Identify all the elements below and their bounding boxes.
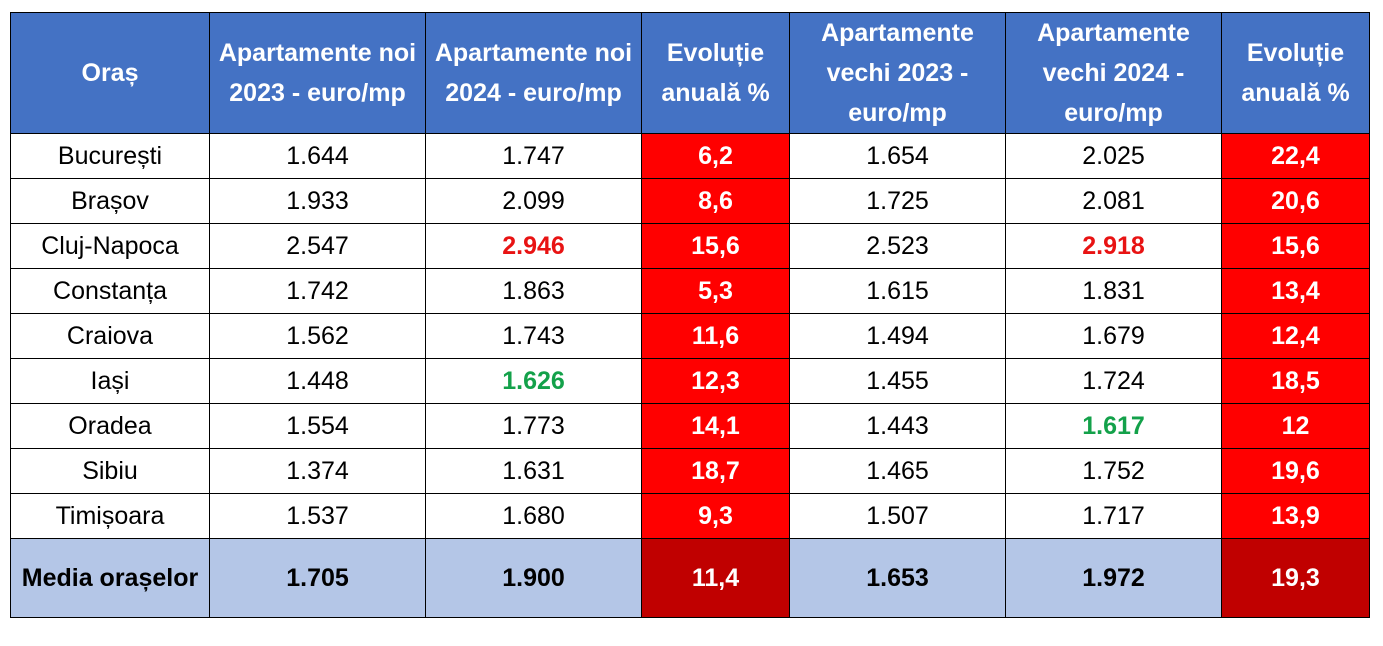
- table-header-row: Oraș Apartamente noi 2023 - euro/mp Apar…: [10, 12, 1370, 134]
- new-2023-cell: 1.742: [209, 268, 426, 314]
- old-2023-cell: 1.494: [789, 313, 1006, 359]
- old-evolution-cell: 20,6: [1221, 178, 1370, 224]
- old-evolution-cell: 12,4: [1221, 313, 1370, 359]
- table-row: Oradea 1.554 1.773 14,1 1.443 1.617 12: [10, 403, 1370, 449]
- old-2024-cell: 1.831: [1005, 268, 1222, 314]
- new-2023-cell: 1.374: [209, 448, 426, 494]
- old-2024-cell: 1.679: [1005, 313, 1222, 359]
- new-2023-cell: 1.554: [209, 403, 426, 449]
- header-old-2024: Apartamente vechi 2024 - euro/mp: [1005, 12, 1222, 134]
- table-row: Iași 1.448 1.626 12,3 1.455 1.724 18,5: [10, 358, 1370, 404]
- old-2023-cell: 1.455: [789, 358, 1006, 404]
- old-2023-cell: 2.523: [789, 223, 1006, 269]
- table-row: Sibiu 1.374 1.631 18,7 1.465 1.752 19,6: [10, 448, 1370, 494]
- old-evolution-cell: 18,5: [1221, 358, 1370, 404]
- city-cell: Timișoara: [10, 493, 210, 539]
- average-new-2023: 1.705: [209, 538, 426, 618]
- old-evolution-cell: 13,9: [1221, 493, 1370, 539]
- header-new-2024: Apartamente noi 2024 - euro/mp: [425, 12, 642, 134]
- city-cell: Oradea: [10, 403, 210, 449]
- new-2023-cell: 1.933: [209, 178, 426, 224]
- price-comparison-table: Oraș Apartamente noi 2023 - euro/mp Apar…: [10, 12, 1370, 618]
- header-new-2023: Apartamente noi 2023 - euro/mp: [209, 12, 426, 134]
- table-row: Craiova 1.562 1.743 11,6 1.494 1.679 12,…: [10, 313, 1370, 359]
- new-evolution-cell: 14,1: [641, 403, 790, 449]
- city-cell: Craiova: [10, 313, 210, 359]
- city-cell: Cluj-Napoca: [10, 223, 210, 269]
- new-evolution-cell: 9,3: [641, 493, 790, 539]
- new-2024-cell: 1.773: [425, 403, 642, 449]
- new-2024-cell: 1.747: [425, 133, 642, 179]
- new-2024-cell: 2.099: [425, 178, 642, 224]
- new-2023-cell: 1.644: [209, 133, 426, 179]
- old-2024-cell: 2.025: [1005, 133, 1222, 179]
- average-old-2023: 1.653: [789, 538, 1006, 618]
- old-evolution-cell: 13,4: [1221, 268, 1370, 314]
- new-2024-highest-cell: 2.946: [425, 223, 642, 269]
- new-2024-lowest-cell: 1.626: [425, 358, 642, 404]
- new-2023-cell: 1.448: [209, 358, 426, 404]
- city-cell: Brașov: [10, 178, 210, 224]
- old-evolution-cell: 12: [1221, 403, 1370, 449]
- average-old-evolution: 19,3: [1221, 538, 1370, 618]
- new-2024-cell: 1.680: [425, 493, 642, 539]
- table-row: Brașov 1.933 2.099 8,6 1.725 2.081 20,6: [10, 178, 1370, 224]
- old-2023-cell: 1.507: [789, 493, 1006, 539]
- old-2024-cell: 1.752: [1005, 448, 1222, 494]
- new-2024-cell: 1.631: [425, 448, 642, 494]
- new-evolution-cell: 12,3: [641, 358, 790, 404]
- table-row: Timișoara 1.537 1.680 9,3 1.507 1.717 13…: [10, 493, 1370, 539]
- header-old-evolution: Evoluție anuală %: [1221, 12, 1370, 134]
- header-old-2023: Apartamente vechi 2023 - euro/mp: [789, 12, 1006, 134]
- old-evolution-cell: 22,4: [1221, 133, 1370, 179]
- new-2023-cell: 1.537: [209, 493, 426, 539]
- city-cell: Iași: [10, 358, 210, 404]
- city-cell: Sibiu: [10, 448, 210, 494]
- table-row: București 1.644 1.747 6,2 1.654 2.025 22…: [10, 133, 1370, 179]
- old-2023-cell: 1.465: [789, 448, 1006, 494]
- old-2024-lowest-cell: 1.617: [1005, 403, 1222, 449]
- new-2023-cell: 2.547: [209, 223, 426, 269]
- old-2023-cell: 1.615: [789, 268, 1006, 314]
- city-cell: București: [10, 133, 210, 179]
- average-row: Media orașelor 1.705 1.900 11,4 1.653 1.…: [10, 538, 1370, 618]
- old-evolution-cell: 15,6: [1221, 223, 1370, 269]
- old-2023-cell: 1.725: [789, 178, 1006, 224]
- old-2024-cell: 2.081: [1005, 178, 1222, 224]
- new-evolution-cell: 11,6: [641, 313, 790, 359]
- header-new-evolution: Evoluție anuală %: [641, 12, 790, 134]
- average-new-2024: 1.900: [425, 538, 642, 618]
- new-2023-cell: 1.562: [209, 313, 426, 359]
- new-evolution-cell: 5,3: [641, 268, 790, 314]
- table-row: Constanța 1.742 1.863 5,3 1.615 1.831 13…: [10, 268, 1370, 314]
- new-evolution-cell: 15,6: [641, 223, 790, 269]
- old-2023-cell: 1.443: [789, 403, 1006, 449]
- new-evolution-cell: 6,2: [641, 133, 790, 179]
- new-2024-cell: 1.743: [425, 313, 642, 359]
- old-2024-highest-cell: 2.918: [1005, 223, 1222, 269]
- average-old-2024: 1.972: [1005, 538, 1222, 618]
- header-city: Oraș: [10, 12, 210, 134]
- new-2024-cell: 1.863: [425, 268, 642, 314]
- old-2024-cell: 1.717: [1005, 493, 1222, 539]
- old-evolution-cell: 19,6: [1221, 448, 1370, 494]
- average-new-evolution: 11,4: [641, 538, 790, 618]
- new-evolution-cell: 8,6: [641, 178, 790, 224]
- old-2024-cell: 1.724: [1005, 358, 1222, 404]
- table-row: Cluj-Napoca 2.547 2.946 15,6 2.523 2.918…: [10, 223, 1370, 269]
- new-evolution-cell: 18,7: [641, 448, 790, 494]
- average-label: Media orașelor: [10, 538, 210, 618]
- city-cell: Constanța: [10, 268, 210, 314]
- old-2023-cell: 1.654: [789, 133, 1006, 179]
